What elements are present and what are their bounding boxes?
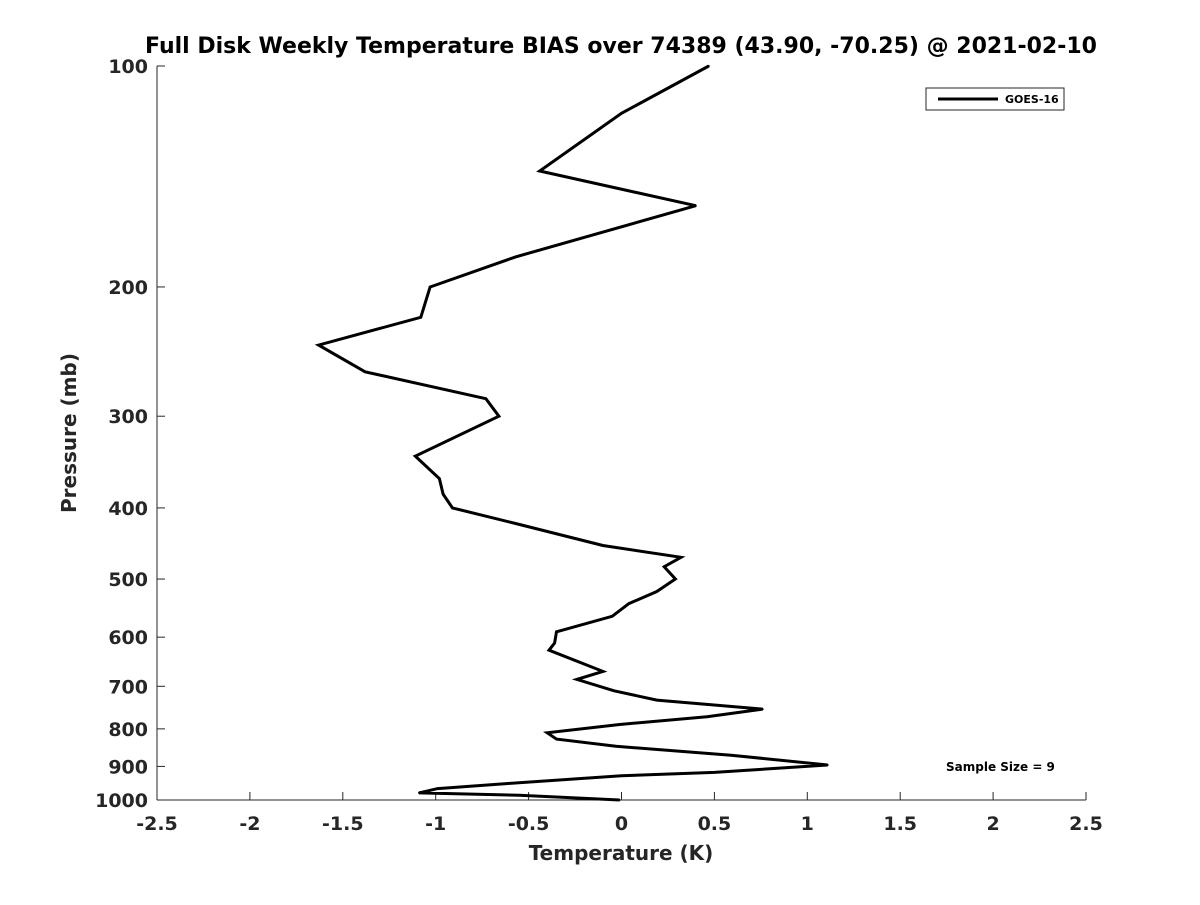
legend[interactable]: GOES-16 — [925, 87, 1065, 111]
data-point — [611, 615, 614, 618]
legend-label-goes-16: GOES-16 — [1005, 93, 1059, 106]
axes — [156, 66, 1086, 801]
data-point — [826, 764, 829, 766]
data-point — [730, 754, 733, 757]
data-point — [538, 170, 541, 172]
y-tick-label: 100 — [108, 56, 148, 78]
data-point — [429, 286, 432, 288]
data-point — [620, 112, 623, 115]
x-tick-label: -2.5 — [136, 813, 178, 835]
data-point — [575, 678, 578, 681]
data-point — [655, 699, 658, 702]
data-point — [614, 745, 617, 748]
data-point — [419, 316, 422, 319]
data-point — [663, 565, 666, 568]
data-point — [436, 787, 439, 790]
data-point — [546, 731, 549, 734]
data-point — [613, 689, 616, 692]
data-point — [674, 578, 677, 580]
data-point — [601, 670, 604, 673]
data-point — [451, 506, 454, 509]
x-tick-label: -2 — [239, 813, 260, 835]
x-tick-label: 1 — [801, 813, 814, 835]
data-point — [761, 708, 764, 711]
data-point — [414, 455, 417, 458]
x-tick-label: -1.5 — [322, 813, 364, 835]
data-point — [548, 649, 550, 652]
data-point — [418, 791, 420, 794]
data-point — [555, 738, 558, 741]
y-tick-label: 500 — [108, 569, 148, 591]
y-ticks: 100 200 300 400 500 600 700 800 900 1000 — [95, 56, 165, 812]
x-tick-label: 1.5 — [883, 813, 917, 835]
y-tick-label: 700 — [108, 676, 148, 698]
data-point — [364, 370, 367, 373]
y-tick-label: 900 — [108, 756, 148, 778]
x-ticks: -2.5 -2 -1.5 -1 -0.5 0 0.5 1 1.5 2 2.5 — [136, 792, 1103, 835]
data-point — [707, 65, 710, 67]
x-tick-label: -0.5 — [508, 813, 550, 835]
y-tick-label: 600 — [108, 627, 148, 649]
x-axis-label: Temperature (K) — [529, 841, 714, 865]
x-tick-label: -1 — [425, 813, 446, 835]
data-point — [442, 493, 445, 496]
x-tick-label: 2.5 — [1069, 813, 1103, 835]
x-tick-label: 0 — [615, 813, 628, 835]
data-point — [518, 794, 521, 797]
data-point — [680, 556, 682, 559]
y-tick-label: 300 — [108, 406, 148, 428]
data-point — [618, 799, 621, 801]
data-point — [438, 477, 441, 480]
x-tick-label: 2 — [986, 813, 999, 835]
data-point — [713, 771, 716, 774]
y-axis-label: Pressure (mb) — [57, 353, 81, 513]
data-point — [484, 397, 487, 400]
data-point — [505, 782, 508, 785]
series-line-goes-16 — [314, 64, 828, 802]
data-point — [627, 602, 630, 605]
data-point — [694, 204, 697, 207]
sample-size-annotation: Sample Size = 9 — [946, 760, 1055, 774]
data-point — [555, 630, 558, 633]
data-point — [620, 774, 623, 777]
series-layer — [314, 64, 829, 802]
data-point — [601, 544, 604, 547]
y-tick-label: 400 — [108, 498, 148, 520]
data-point — [655, 590, 658, 593]
y-tick-label: 800 — [108, 719, 148, 741]
y-tick-label: 200 — [108, 277, 148, 299]
data-point — [706, 715, 708, 718]
data-point — [497, 415, 500, 418]
data-point — [514, 255, 517, 258]
x-tick-label: 0.5 — [698, 813, 732, 835]
data-point — [618, 723, 621, 726]
data-point — [514, 522, 517, 525]
data-point — [317, 344, 320, 347]
chart-title: Full Disk Weekly Temperature BIAS over 7… — [145, 34, 1097, 59]
y-tick-label: 1000 — [95, 790, 148, 812]
data-point — [553, 642, 556, 644]
